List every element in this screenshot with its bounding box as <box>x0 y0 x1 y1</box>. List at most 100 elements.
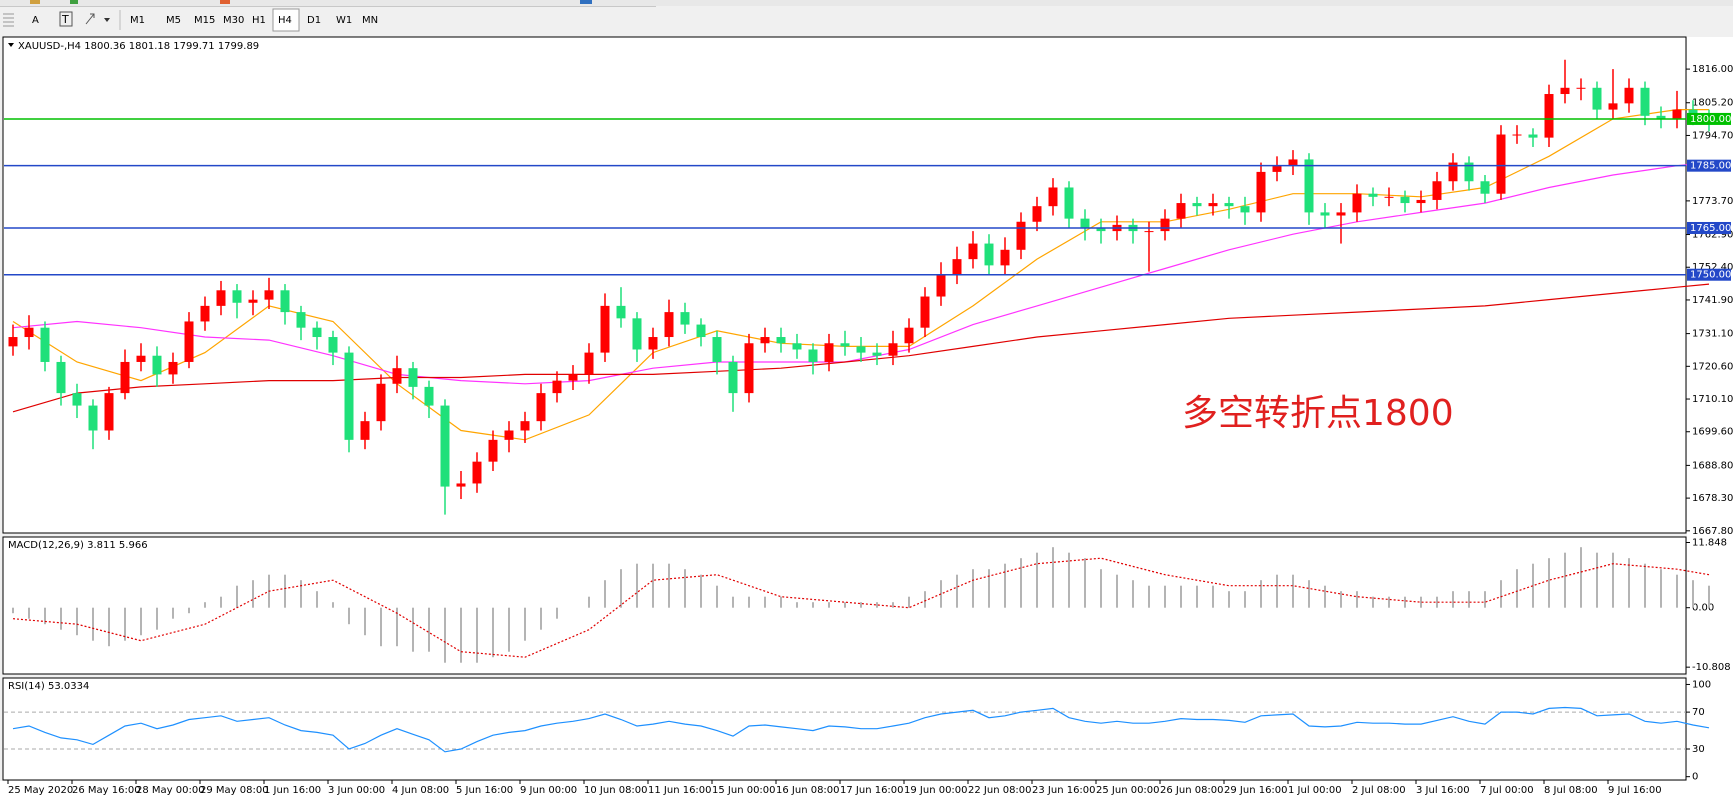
candle-body <box>1192 203 1202 207</box>
price-level-tag <box>1687 159 1731 172</box>
x-tick-label: 1 Jun 16:00 <box>264 785 321 796</box>
timeframe-button[interactable]: H4 <box>278 15 292 26</box>
candle-body <box>520 421 530 431</box>
candle-body <box>360 421 370 440</box>
toolbar-edge <box>0 6 656 7</box>
toolbar-top <box>0 0 1733 6</box>
candle-body <box>1032 206 1042 222</box>
candle-body <box>616 305 626 319</box>
candle-body <box>1352 193 1362 213</box>
candle-body <box>280 290 290 313</box>
candle-body <box>664 312 674 338</box>
timeframe-button[interactable]: M1 <box>130 15 145 26</box>
candle-body <box>696 324 706 338</box>
candle-body <box>568 374 578 381</box>
timeframe-button[interactable]: MN <box>362 15 378 26</box>
price-level-label: 1765.00 <box>1690 223 1731 234</box>
y-tick-label: 70 <box>1692 707 1705 718</box>
timeframe-button[interactable]: W1 <box>336 15 352 26</box>
y-tick-label: 1667.80 <box>1692 526 1733 537</box>
candle-body <box>1560 87 1570 95</box>
candle-body <box>760 337 770 344</box>
candle-body <box>776 337 786 344</box>
candle-body <box>216 290 226 306</box>
x-tick-label: 29 May 08:00 <box>200 785 269 796</box>
timeframe-button[interactable]: D1 <box>307 15 321 26</box>
candle-body <box>440 405 450 487</box>
candle-body <box>808 349 818 362</box>
timeframe-button[interactable]: M15 <box>194 15 215 26</box>
candle-body <box>1384 196 1394 198</box>
candle-body <box>1400 196 1410 204</box>
candle-body <box>824 343 834 362</box>
x-tick-label: 19 Jun 00:00 <box>904 785 968 796</box>
candle-body <box>1064 187 1074 219</box>
candle-body <box>600 305 610 353</box>
candle-body <box>424 386 434 406</box>
candle-body <box>1000 249 1010 266</box>
x-tick-label: 11 Jun 16:00 <box>648 785 712 796</box>
icon <box>30 0 40 4</box>
timeframe-button[interactable]: M5 <box>166 15 181 26</box>
candle-body <box>984 243 994 266</box>
candle-body <box>1576 87 1586 89</box>
candle-body <box>1256 171 1266 213</box>
rsi-panel <box>2 677 1687 781</box>
main-panel <box>2 36 1687 534</box>
candle-body <box>1608 103 1618 110</box>
x-tick-label: 4 Jun 08:00 <box>392 785 449 796</box>
y-tick-label: 1720.60 <box>1692 361 1733 372</box>
dropdown[interactable] <box>104 18 110 22</box>
x-tick-label: 23 Jun 16:00 <box>1032 785 1096 796</box>
active-timeframe <box>272 8 300 32</box>
candle-body <box>264 290 274 300</box>
candle-body <box>968 243 978 260</box>
candle-body <box>856 346 866 353</box>
candle-body <box>168 361 178 375</box>
y-tick-label: 0 <box>1692 772 1698 783</box>
text-tool[interactable] <box>59 11 73 27</box>
chart-title: XAUUSD-,H4 1800.36 1801.18 1799.71 1799.… <box>18 41 259 52</box>
symbol-menu[interactable] <box>8 43 14 47</box>
price-level-tag <box>1687 221 1731 234</box>
candle-body <box>344 352 354 440</box>
toolbar-grip <box>3 13 14 27</box>
y-tick-label: 30 <box>1692 744 1705 755</box>
icon <box>70 0 78 4</box>
candle-body <box>632 318 642 350</box>
y-tick-label: 1731.10 <box>1692 329 1733 340</box>
y-tick-label: 1699.60 <box>1692 427 1733 438</box>
timeframe-button[interactable]: H1 <box>252 15 266 26</box>
candle-body <box>1176 203 1186 219</box>
y-tick-label: 1773.70 <box>1692 196 1733 207</box>
x-tick-label: 26 May 16:00 <box>72 785 141 796</box>
indicator-title: MACD(12,26,9) 3.811 5.966 <box>8 540 148 551</box>
candle-body <box>408 368 418 387</box>
x-tick-label: 16 Jun 08:00 <box>776 785 840 796</box>
x-tick-label: 17 Jun 16:00 <box>840 785 904 796</box>
candle-body <box>152 355 162 375</box>
timeframe-button[interactable]: M30 <box>223 15 244 26</box>
icon <box>220 0 230 4</box>
candle-body <box>312 327 322 338</box>
candle-body <box>472 461 482 484</box>
candle-body <box>728 361 738 394</box>
candle-body <box>488 439 498 462</box>
price-level-label: 1750.00 <box>1690 270 1731 281</box>
price-level-label: 1785.00 <box>1690 161 1731 172</box>
y-tick-label: 1688.80 <box>1692 460 1733 471</box>
candle-body <box>120 361 130 394</box>
candle-body <box>648 337 658 350</box>
annotation: 多空转折点1800 <box>1182 393 1454 434</box>
arrow-tool[interactable] <box>85 13 95 25</box>
y-tick-label: 11.848 <box>1692 538 1727 549</box>
candle-body <box>184 321 194 362</box>
y-tick-label: -10.808 <box>1692 662 1731 673</box>
x-tick-label: 9 Jun 00:00 <box>520 785 577 796</box>
x-tick-label: 25 Jun 00:00 <box>1096 785 1160 796</box>
x-tick-label: 8 Jul 08:00 <box>1544 785 1598 796</box>
candle-body <box>840 343 850 347</box>
tool-button[interactable]: A <box>32 15 39 26</box>
